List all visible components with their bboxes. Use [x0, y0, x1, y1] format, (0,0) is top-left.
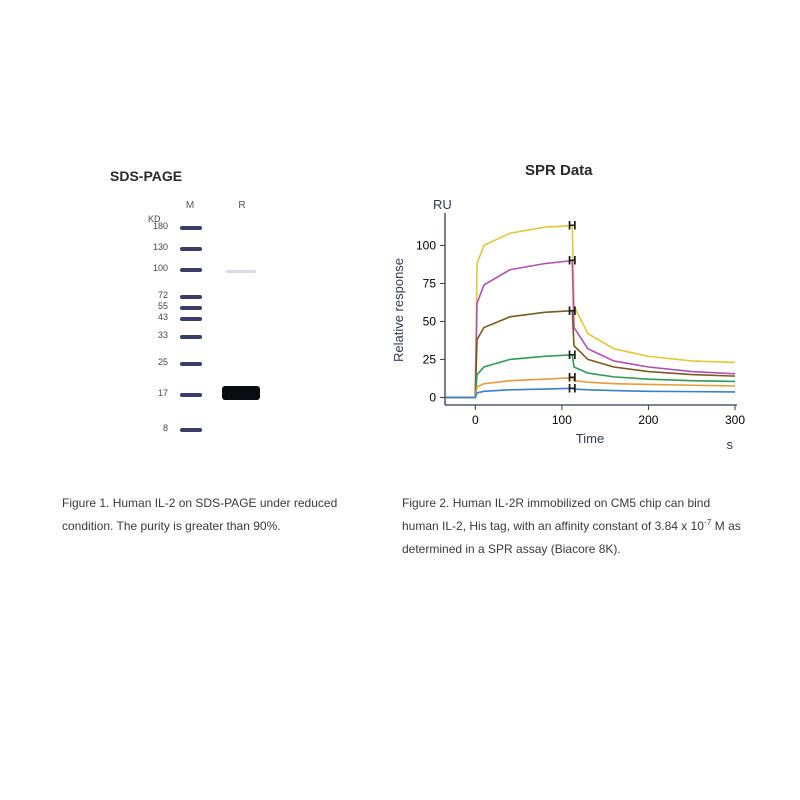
gel-marker-label: 25	[148, 357, 168, 367]
gel-faint-band	[226, 270, 256, 273]
y-tick-label: 25	[423, 352, 437, 366]
series-end-marker: H	[568, 304, 577, 318]
series-end-marker: H	[568, 348, 577, 362]
gel-lane-label: M	[180, 200, 200, 211]
gel-marker-label: 55	[148, 301, 168, 311]
spr-trace-2	[445, 311, 735, 398]
figure1-caption: Figure 1. Human IL-2 on SDS-PAGE under r…	[62, 492, 342, 538]
x-tick-label: 300	[725, 413, 745, 427]
gel-ladder-band	[180, 226, 202, 230]
page-root: SDS-PAGE MRKD1801301007255433325178 Figu…	[0, 0, 800, 800]
gel-sample-band	[222, 386, 260, 400]
gel-marker-label: 100	[148, 263, 168, 273]
gel-ladder-band	[180, 362, 202, 366]
gel-ladder-band	[180, 335, 202, 339]
x-tick-label: 200	[638, 413, 658, 427]
x-axis-label: Time	[576, 431, 604, 446]
gel-marker-label: 8	[148, 423, 168, 433]
series-end-marker: H	[568, 254, 577, 268]
gel-ladder-band	[180, 306, 202, 310]
gel-marker-label: 17	[148, 388, 168, 398]
sds-page-title: SDS-PAGE	[110, 168, 182, 184]
gel-marker-label: 180	[148, 221, 168, 231]
gel-marker-label: 130	[148, 242, 168, 252]
x-unit: s	[727, 437, 734, 452]
y-axis-label: Relative response	[391, 258, 406, 362]
y-tick-label: 0	[429, 390, 436, 404]
gel-ladder-band	[180, 268, 202, 272]
spr-trace-5	[445, 388, 735, 397]
gel-lane-label: R	[232, 200, 252, 211]
gel-marker-label: 72	[148, 290, 168, 300]
gel-marker-label: 33	[148, 330, 168, 340]
series-end-marker: H	[568, 219, 577, 233]
spr-title: SPR Data	[525, 162, 593, 179]
gel-ladder-band	[180, 428, 202, 432]
x-tick-label: 100	[552, 413, 572, 427]
x-tick-label: 0	[472, 413, 479, 427]
y-tick-label: 50	[423, 314, 437, 328]
spr-svg: 0 25 50 75 100 0 100 200 300 RU s Time Relative resp…	[385, 195, 745, 465]
spr-chart: 0 25 50 75 100 0 100 200 300 RU s Time Relative resp…	[385, 195, 745, 465]
gel-marker-label: 43	[148, 312, 168, 322]
y-tick-label: 100	[416, 238, 436, 252]
gel-ladder-band	[180, 393, 202, 397]
gel-ladder-band	[180, 295, 202, 299]
gel-ladder-band	[180, 317, 202, 321]
figure2-caption: Figure 2. Human IL-2R immobilized on CM5…	[402, 492, 742, 560]
y-tick-label: 75	[423, 276, 437, 290]
series-end-marker: H	[568, 381, 577, 395]
gel-ladder-band	[180, 247, 202, 251]
y-unit: RU	[433, 197, 452, 212]
spr-trace-1	[445, 261, 735, 398]
